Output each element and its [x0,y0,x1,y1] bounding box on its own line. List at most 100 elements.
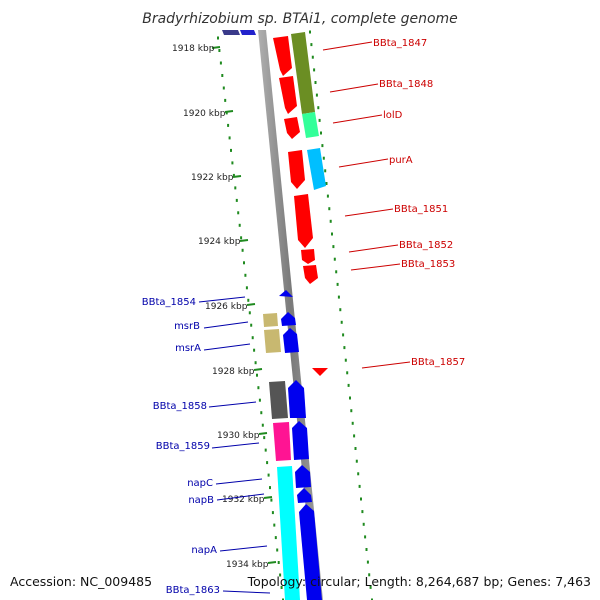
gene-label-bbta-1852[interactable]: BBta_1852 [399,240,453,251]
kbp-label: 1932 kbp [222,495,265,505]
gene-bbta-1848[interactable] [279,76,297,114]
gene-napa[interactable] [299,504,322,600]
gene-label-pura[interactable]: purA [389,155,413,166]
gene-label-bbta-1859[interactable]: BBta_1859 [156,441,210,452]
tick-dot [365,548,368,551]
leader-line [203,321,249,329]
gene-label-bbta-1854[interactable]: BBta_1854 [142,297,196,308]
leader-line [332,114,383,124]
tick-dot [331,232,333,236]
gene-bbta-1847-olive[interactable] [291,32,315,114]
tick-dot [228,136,231,140]
tick-dot [355,459,358,463]
gene-bbta-1853[interactable] [303,265,318,284]
gene-label-msrb[interactable]: msrB [174,321,200,332]
tick-dot [240,236,243,240]
tick-dot [310,43,313,47]
accession-text: Accession: NC_009485 [10,574,152,589]
leader-line [215,478,263,485]
tick-dot [320,131,322,135]
gene-pura-sky[interactable] [307,148,326,190]
tick-dot [350,409,353,413]
kbp-label: 1930 kbp [217,431,260,441]
tick-dot [313,68,316,72]
gene-bbta-1854[interactable] [279,290,293,297]
gene-msrb[interactable] [281,312,296,326]
gene-msra[interactable] [283,328,299,353]
gene-label-bbta-1863[interactable]: BBta_1863 [166,585,220,596]
kbp-tick-mark [239,239,249,242]
tick-dot [282,598,284,600]
gene-msrb-khaki[interactable] [263,313,278,327]
tick-dot [254,361,257,365]
tick-dot [366,560,369,564]
tick-dot [251,336,254,340]
gene-label-bbta-1853[interactable]: BBta_1853 [401,259,455,270]
gene-pura[interactable] [288,150,305,189]
tick-dot [354,447,357,450]
tick-dot [279,573,282,577]
tick-dot [371,598,373,600]
tick-dot [227,123,230,127]
gene-bbta-1852[interactable] [301,249,315,264]
leader-line [219,545,268,552]
gene-label-bbta-1848[interactable]: BBta_1848 [379,79,433,90]
kbp-label: 1924 kbp [198,237,241,247]
gene-label-lold[interactable]: lolD [383,110,403,121]
tick-dot [326,194,329,198]
leader-line [350,263,401,271]
gene-bbta-1857[interactable] [312,368,328,376]
gene-napa-cyan[interactable] [277,466,300,600]
gene-label-napa[interactable]: napA [191,545,217,556]
gene-label-bbta-1857[interactable]: BBta_1857 [411,357,465,368]
tick-dot [270,498,273,502]
right-gene-labels: BBta_1847 BBta_1848 lolD purA BBta_1851 … [322,38,465,369]
gene-label-bbta-1851[interactable]: BBta_1851 [394,204,448,215]
gene-label-bbta-1847[interactable]: BBta_1847 [373,38,427,49]
tick-dot [277,561,280,564]
kbp-tick-mark [267,561,277,564]
tick-dot [280,586,283,589]
gene-bbta-1859[interactable] [292,421,309,460]
gene-label-napb[interactable]: napB [188,495,214,506]
tick-dot [315,93,318,97]
gene-bbta-1859-pink[interactable] [273,422,291,461]
leader-line [361,361,411,369]
gene-napb[interactable] [297,488,312,503]
tick-dot [231,161,234,165]
tick-dot [267,473,270,477]
tick-dot [244,273,247,277]
tick-dot [368,573,371,577]
leader-line [198,296,246,303]
gene-bbta-1847[interactable] [273,36,292,76]
tick-dot [241,248,244,252]
gene-label-napc[interactable]: napC [187,478,213,489]
gene-lold-mint[interactable] [302,112,319,138]
tick-dot [344,358,347,362]
kbp-tick-mark [253,368,263,371]
tick-dot [336,282,339,286]
gene-msra-khaki[interactable] [264,329,281,353]
gene-label-msra[interactable]: msrA [175,343,201,354]
leader-line [338,158,389,168]
kbp-tick-mark [258,432,268,435]
tick-dot [266,461,269,465]
tick-dot [247,298,250,302]
tick-dot [218,49,221,52]
gene-bbta-1851[interactable] [294,194,313,248]
left-gene-labels: BBta_1854 msrB msrA BBta_1858 BBta_1859 … [142,296,271,596]
gene-bbta-1858-gray[interactable] [269,381,288,419]
tick-dot [269,486,271,490]
gene-bbta-1858[interactable] [288,380,306,418]
gene-label-bbta-1858[interactable]: BBta_1858 [153,401,207,412]
tick-dot [335,270,338,274]
tick-dot [329,219,332,223]
gene-partial-top-dark [222,30,240,35]
gene-napc[interactable] [295,465,311,488]
tick-dot [321,144,324,148]
tick-dot [258,398,261,402]
tick-dot [230,148,232,152]
kbp-label: 1922 kbp [191,173,234,183]
gene-lold[interactable] [284,117,300,139]
tick-dot [364,535,367,539]
